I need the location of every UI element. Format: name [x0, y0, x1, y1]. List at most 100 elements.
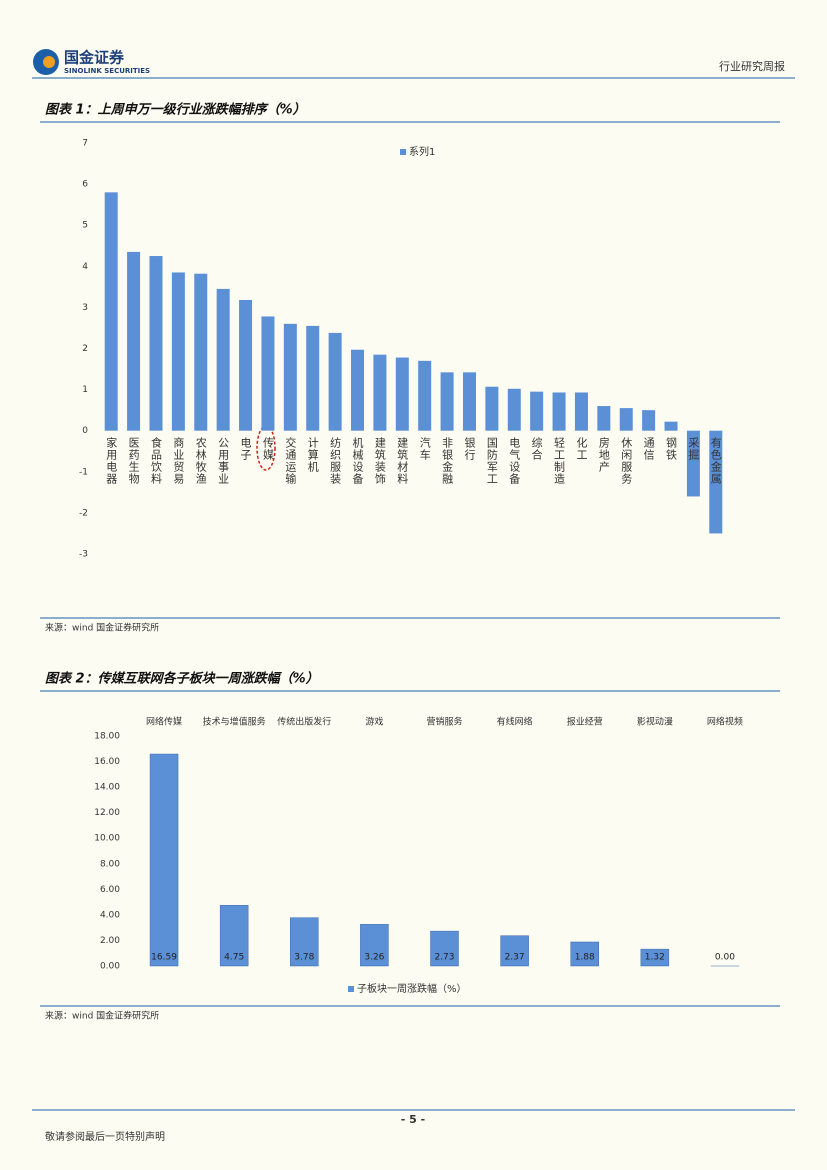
- bar: [171, 272, 185, 431]
- figure-title: 图表 1：上周申万一级行业涨跌幅排序（%）: [45, 102, 306, 118]
- bar: [642, 410, 656, 431]
- legend-label: 子板块一周涨跌幅（%）: [357, 982, 467, 995]
- x-tick-label: 计算机: [306, 437, 319, 473]
- bar: [597, 406, 611, 431]
- logo-en: SINOLINK SECURITIES: [64, 67, 150, 75]
- x-tick-label: 房地产: [597, 437, 610, 473]
- bar: [440, 372, 454, 431]
- y-tick-label: 4.00: [100, 910, 120, 920]
- y-tick-label: 0.00: [100, 962, 120, 972]
- bar: [149, 256, 163, 431]
- x-tick-label: 家用电器: [105, 436, 118, 485]
- bar: [619, 408, 633, 431]
- x-tick-label: 传媒: [261, 437, 274, 461]
- bar: [219, 905, 249, 967]
- bar: [127, 251, 141, 431]
- x-tick-label: 农林牧渔: [194, 436, 207, 485]
- bar: [261, 316, 275, 431]
- value-label: 3.26: [364, 953, 384, 963]
- x-tick-label: 建筑材料: [396, 436, 409, 485]
- bar: [574, 392, 588, 431]
- x-tick-label: 国防军工: [485, 437, 498, 485]
- y-tick-label: 8.00: [100, 859, 120, 869]
- figure-source: 来源：wind 国金证券研究所: [45, 622, 159, 634]
- x-tick-label: 网络视频: [707, 716, 743, 728]
- y-tick-label: 14.00: [94, 783, 120, 793]
- x-tick-label: 纺织服装: [329, 436, 342, 485]
- value-label: 2.73: [434, 953, 454, 963]
- value-label: 0.00: [715, 953, 735, 963]
- value-label: 1.88: [575, 953, 595, 963]
- y-tick-label: 3: [82, 303, 88, 313]
- bar: [709, 430, 723, 534]
- y-tick-label: 10.00: [94, 834, 120, 844]
- x-tick-label: 非银金融: [441, 437, 454, 485]
- x-tick-label: 报业经营: [567, 716, 603, 728]
- x-tick-label: 有线网络: [497, 716, 533, 728]
- x-tick-label: 网络传媒: [146, 716, 182, 728]
- bar: [418, 360, 432, 431]
- x-tick-label: 银行: [463, 436, 476, 461]
- bar: [640, 948, 670, 967]
- bar: [283, 323, 297, 431]
- logo-icon-inner: [43, 56, 55, 68]
- x-tick-label: 有色金属: [709, 436, 722, 485]
- header-right: 行业研究周报: [719, 59, 785, 73]
- y-tick-label: -1: [79, 467, 88, 477]
- bar: [290, 917, 319, 967]
- x-tick-label: 商业贸易: [172, 436, 185, 485]
- y-tick-label: 12.00: [94, 808, 120, 818]
- figure-title: 图表 2：传媒互联网各子板块一周涨跌幅（%）: [45, 671, 319, 687]
- bar: [306, 325, 320, 431]
- bar: [373, 354, 387, 431]
- bar: [328, 332, 342, 431]
- x-tick-label: 轻工制造: [553, 436, 566, 485]
- bar: [216, 288, 230, 431]
- value-label: 1.32: [645, 953, 665, 963]
- x-tick-label: 影视动漫: [637, 716, 673, 728]
- y-tick-label: 4: [82, 262, 88, 272]
- value-label: 16.59: [151, 953, 177, 963]
- y-tick-label: -2: [79, 508, 88, 518]
- bar: [500, 935, 529, 967]
- bar: [462, 372, 476, 431]
- bar: [149, 753, 179, 967]
- x-tick-label: 综合: [530, 436, 543, 461]
- figure-source: 来源：wind 国金证券研究所: [45, 1010, 159, 1022]
- x-tick-label: 建筑装饰: [373, 436, 386, 485]
- x-tick-label: 医药生物: [127, 437, 140, 485]
- y-tick-label: 18.00: [94, 732, 120, 742]
- x-tick-label: 技术与增值服务: [203, 716, 266, 728]
- y-tick-label: 0: [82, 426, 88, 436]
- bar: [430, 930, 459, 967]
- x-tick-label: 钢铁: [665, 437, 678, 461]
- x-tick-label: 机械设备: [351, 436, 364, 485]
- bar: [351, 349, 365, 431]
- x-tick-label: 休闲服务: [620, 437, 633, 485]
- y-tick-label: 5: [82, 221, 88, 231]
- y-tick-label: 2: [82, 344, 88, 354]
- y-tick-label: 16.00: [94, 757, 120, 767]
- bar: [104, 192, 118, 431]
- x-tick-label: 公用事业: [217, 437, 230, 485]
- bar: [530, 391, 544, 431]
- bar: [485, 386, 499, 431]
- y-tick-label: 6: [82, 180, 88, 190]
- legend-label: 系列1: [409, 145, 435, 158]
- bar: [552, 392, 566, 431]
- value-label: 2.37: [505, 953, 525, 963]
- legend-swatch: [400, 149, 406, 155]
- bar: [664, 421, 678, 431]
- bar: [239, 300, 253, 431]
- x-tick-label: 交通运输: [284, 436, 297, 485]
- page-number: - 5 -: [401, 1113, 425, 1126]
- value-label: 3.78: [294, 953, 314, 963]
- y-tick-label: -3: [79, 550, 88, 560]
- legend-swatch: [348, 986, 354, 992]
- x-tick-label: 汽车: [418, 436, 431, 461]
- bar: [570, 941, 599, 967]
- bar: [507, 388, 521, 431]
- bar: [360, 924, 389, 967]
